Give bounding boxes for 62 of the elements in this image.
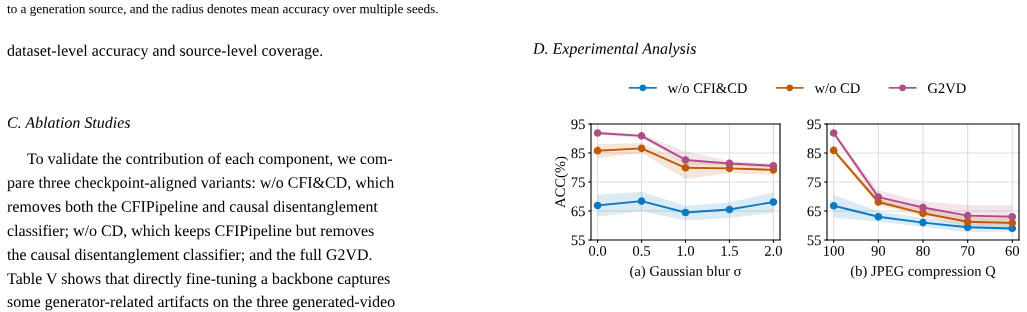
- y-tick-label: 65: [807, 206, 821, 217]
- x-tick-label: 60: [1005, 245, 1020, 256]
- x-axis-title: (b) JPEG compression Q: [850, 265, 996, 279]
- text: C. Ablation Studies: [7, 116, 131, 129]
- text: classifier; w/o CD, which keeps CFIPipeline but removes: [7, 224, 374, 240]
- point: [1008, 219, 1017, 227]
- text: to a generation source, and the radius denotes mean accuracy over multiple seeds.: [7, 4, 438, 16]
- y-tick-label: 95: [571, 119, 585, 130]
- point: [681, 156, 690, 164]
- x-tick-label: 0.0: [589, 245, 607, 256]
- x-tick-label: 0.5: [632, 245, 651, 256]
- point: [874, 212, 883, 221]
- legend-label: w/o CD: [814, 83, 860, 94]
- point: [829, 129, 838, 137]
- y-tick-label: 55: [807, 235, 821, 246]
- point: [829, 201, 838, 210]
- text: dataset-level accuracy and source-level coverage.: [7, 44, 323, 60]
- point: [769, 198, 778, 206]
- point: [725, 205, 734, 214]
- text: Table V shows that directly fine-tuning a backbone captures: [7, 272, 390, 288]
- x-tick-label: 2.0: [764, 245, 782, 256]
- point: [829, 146, 838, 155]
- point: [593, 201, 602, 210]
- text: removes both the CFIPipeline and causal disentanglement: [7, 200, 378, 216]
- x-tick-label: 100: [824, 245, 845, 256]
- point: [725, 159, 734, 168]
- y-tick-label: 75: [571, 177, 585, 188]
- point: [637, 132, 646, 140]
- point: [874, 193, 883, 201]
- y-tick-label: 75: [807, 177, 821, 188]
- x-tick-label: 90: [871, 245, 886, 256]
- y-tick-label: 85: [807, 148, 821, 159]
- point: [637, 197, 646, 205]
- text: pare three checkpoint-aligned variants: w/o CFI&CD, which: [7, 176, 395, 192]
- y-tick-label: 65: [571, 206, 585, 217]
- y-tick-label: 85: [571, 148, 585, 159]
- y-axis-title: ACC(%): [554, 156, 569, 208]
- x-tick-label: 70: [961, 245, 975, 256]
- x-axis-title: (a) Gaussian blur σ: [630, 265, 742, 279]
- x-tick-label: 1.5: [721, 246, 738, 256]
- point: [919, 203, 927, 212]
- text: some generator-related artifacts on the three generated-video: [7, 295, 395, 311]
- y-tick-label: 95: [807, 119, 821, 130]
- x-tick-label: 80: [916, 245, 930, 256]
- point: [681, 163, 690, 172]
- point: [681, 208, 690, 217]
- point: [593, 146, 602, 155]
- point: [637, 144, 646, 153]
- legend-label: G2VD: [927, 83, 966, 94]
- text: the causal disentanglement classifier; and the full G2VD.: [7, 248, 372, 264]
- text: To validate the contribution of each component, we com-: [27, 152, 393, 168]
- point: [919, 209, 927, 218]
- point: [919, 218, 927, 227]
- legend-label: w/o CFI&CD: [667, 83, 747, 94]
- point: [963, 211, 972, 220]
- point: [593, 129, 602, 137]
- y-tick-label: 55: [571, 235, 585, 246]
- point: [769, 161, 778, 170]
- text: D. Experimental Analysis: [532, 42, 696, 58]
- point: [1008, 212, 1017, 221]
- x-tick-label: 1.0: [677, 245, 695, 256]
- point: [963, 217, 972, 226]
